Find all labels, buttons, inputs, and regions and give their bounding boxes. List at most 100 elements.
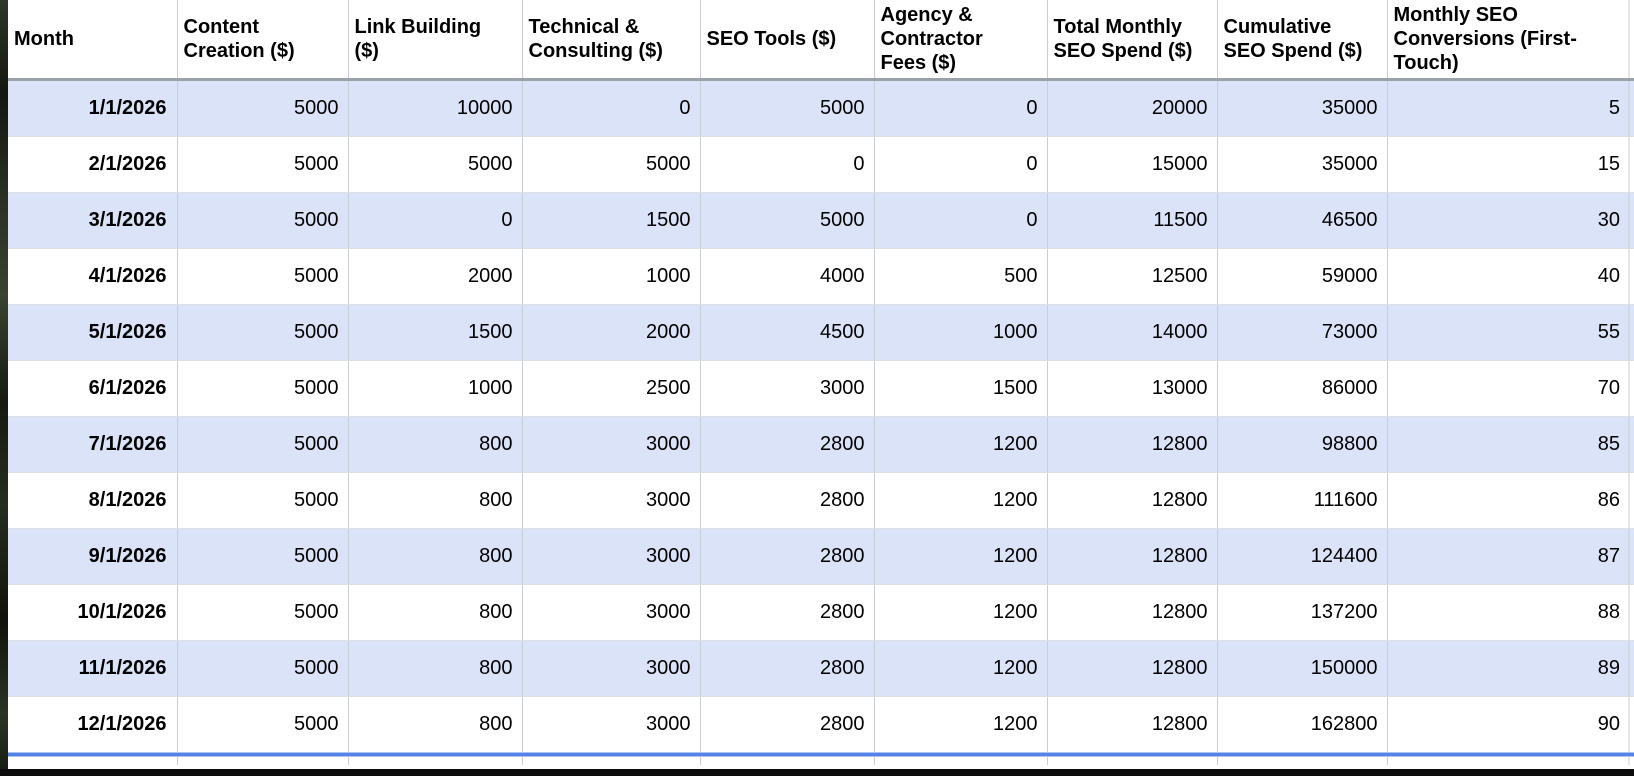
value-cell[interactable]: 1500 xyxy=(522,192,701,249)
value-cell[interactable]: 137200 xyxy=(1217,584,1388,641)
value-cell[interactable]: 2800 xyxy=(700,472,875,529)
value-cell[interactable]: 70 xyxy=(1387,360,1634,417)
value-cell[interactable]: 3000 xyxy=(522,472,701,529)
value-cell[interactable]: 5000 xyxy=(177,472,349,529)
value-cell[interactable]: 0 xyxy=(700,136,875,193)
value-cell[interactable]: 5000 xyxy=(348,136,523,193)
value-cell[interactable]: 500 xyxy=(874,248,1048,305)
value-cell[interactable]: 86000 xyxy=(1217,360,1388,417)
value-cell[interactable]: 35000 xyxy=(1217,136,1388,193)
month-cell[interactable]: 3/1/2026 xyxy=(8,192,178,249)
column-header-monthly-conversions[interactable]: Monthly SEO Conversions (First-Touch) xyxy=(1387,0,1634,81)
value-cell[interactable]: 111600 xyxy=(1217,472,1388,529)
column-header-cumulative-spend[interactable]: Cumulative SEO Spend ($) xyxy=(1217,0,1388,81)
value-cell[interactable]: 162800 xyxy=(1217,696,1388,753)
value-cell[interactable]: 5000 xyxy=(177,696,349,753)
value-cell[interactable]: 5000 xyxy=(177,79,349,137)
value-cell[interactable]: 20000 xyxy=(1047,79,1218,137)
value-cell[interactable]: 5 xyxy=(1387,79,1634,137)
value-cell[interactable]: 12800 xyxy=(1047,696,1218,753)
value-cell[interactable]: 2800 xyxy=(700,640,875,697)
value-cell[interactable]: 800 xyxy=(348,528,523,585)
value-cell[interactable]: 2000 xyxy=(522,304,701,361)
value-cell[interactable]: 0 xyxy=(874,79,1048,137)
value-cell[interactable]: 88 xyxy=(1387,584,1634,641)
value-cell[interactable]: 3000 xyxy=(522,416,701,473)
month-cell[interactable]: 10/1/2026 xyxy=(8,584,178,641)
value-cell[interactable]: 2000 xyxy=(348,248,523,305)
value-cell[interactable]: 5000 xyxy=(177,360,349,417)
value-cell[interactable]: 5000 xyxy=(700,192,875,249)
value-cell[interactable]: 1200 xyxy=(874,528,1048,585)
value-cell[interactable]: 15000 xyxy=(1047,136,1218,193)
value-cell[interactable]: 5000 xyxy=(177,416,349,473)
value-cell[interactable]: 1200 xyxy=(874,696,1048,753)
value-cell[interactable]: 14000 xyxy=(1047,304,1218,361)
value-cell[interactable]: 3000 xyxy=(522,528,701,585)
value-cell[interactable]: 1200 xyxy=(874,584,1048,641)
value-cell[interactable]: 150000 xyxy=(1217,640,1388,697)
value-cell[interactable]: 86 xyxy=(1387,472,1634,529)
value-cell[interactable]: 55 xyxy=(1387,304,1634,361)
value-cell[interactable]: 4500 xyxy=(700,304,875,361)
value-cell[interactable]: 85 xyxy=(1387,416,1634,473)
value-cell[interactable]: 5000 xyxy=(522,136,701,193)
month-cell[interactable]: 1/1/2026 xyxy=(8,79,178,137)
month-cell[interactable]: 5/1/2026 xyxy=(8,304,178,361)
value-cell[interactable]: 12800 xyxy=(1047,472,1218,529)
column-header-content-creation[interactable]: Content Creation ($) xyxy=(177,0,349,81)
value-cell[interactable]: 46500 xyxy=(1217,192,1388,249)
value-cell[interactable]: 40 xyxy=(1387,248,1634,305)
value-cell[interactable]: 5000 xyxy=(177,192,349,249)
value-cell[interactable]: 4000 xyxy=(700,248,875,305)
value-cell[interactable]: 13000 xyxy=(1047,360,1218,417)
value-cell[interactable]: 59000 xyxy=(1217,248,1388,305)
column-header-month[interactable]: Month xyxy=(8,0,178,81)
value-cell[interactable]: 2800 xyxy=(700,696,875,753)
value-cell[interactable]: 2800 xyxy=(700,528,875,585)
month-cell[interactable]: 2/1/2026 xyxy=(8,136,178,193)
value-cell[interactable]: 0 xyxy=(522,79,701,137)
month-cell[interactable]: 9/1/2026 xyxy=(8,528,178,585)
column-header-technical-consulting[interactable]: Technical & Consulting ($) xyxy=(522,0,701,81)
value-cell[interactable]: 73000 xyxy=(1217,304,1388,361)
value-cell[interactable]: 3000 xyxy=(522,640,701,697)
column-header-agency-contractor-fees[interactable]: Agency & Contractor Fees ($) xyxy=(874,0,1048,81)
value-cell[interactable]: 15 xyxy=(1387,136,1634,193)
value-cell[interactable]: 35000 xyxy=(1217,79,1388,137)
value-cell[interactable]: 5000 xyxy=(177,304,349,361)
month-cell[interactable]: 11/1/2026 xyxy=(8,640,178,697)
value-cell[interactable]: 11500 xyxy=(1047,192,1218,249)
value-cell[interactable]: 1200 xyxy=(874,640,1048,697)
value-cell[interactable]: 30 xyxy=(1387,192,1634,249)
value-cell[interactable]: 1200 xyxy=(874,416,1048,473)
month-cell[interactable]: 7/1/2026 xyxy=(8,416,178,473)
value-cell[interactable]: 10000 xyxy=(348,79,523,137)
value-cell[interactable]: 3000 xyxy=(700,360,875,417)
value-cell[interactable]: 2800 xyxy=(700,416,875,473)
value-cell[interactable]: 1000 xyxy=(522,248,701,305)
value-cell[interactable]: 5000 xyxy=(177,248,349,305)
value-cell[interactable]: 3000 xyxy=(522,696,701,753)
value-cell[interactable]: 0 xyxy=(874,136,1048,193)
value-cell[interactable]: 1000 xyxy=(348,360,523,417)
value-cell[interactable]: 89 xyxy=(1387,640,1634,697)
value-cell[interactable]: 124400 xyxy=(1217,528,1388,585)
value-cell[interactable]: 3000 xyxy=(522,584,701,641)
value-cell[interactable]: 0 xyxy=(348,192,523,249)
value-cell[interactable]: 800 xyxy=(348,696,523,753)
value-cell[interactable]: 1500 xyxy=(874,360,1048,417)
value-cell[interactable]: 1500 xyxy=(348,304,523,361)
value-cell[interactable]: 5000 xyxy=(177,584,349,641)
value-cell[interactable]: 1200 xyxy=(874,472,1048,529)
value-cell[interactable]: 12800 xyxy=(1047,416,1218,473)
month-cell[interactable]: 4/1/2026 xyxy=(8,248,178,305)
value-cell[interactable]: 800 xyxy=(348,416,523,473)
value-cell[interactable]: 87 xyxy=(1387,528,1634,585)
value-cell[interactable]: 2800 xyxy=(700,584,875,641)
value-cell[interactable]: 2500 xyxy=(522,360,701,417)
column-header-link-building[interactable]: Link Building ($) xyxy=(348,0,523,81)
value-cell[interactable]: 90 xyxy=(1387,696,1634,753)
value-cell[interactable]: 5000 xyxy=(177,528,349,585)
value-cell[interactable]: 5000 xyxy=(700,79,875,137)
